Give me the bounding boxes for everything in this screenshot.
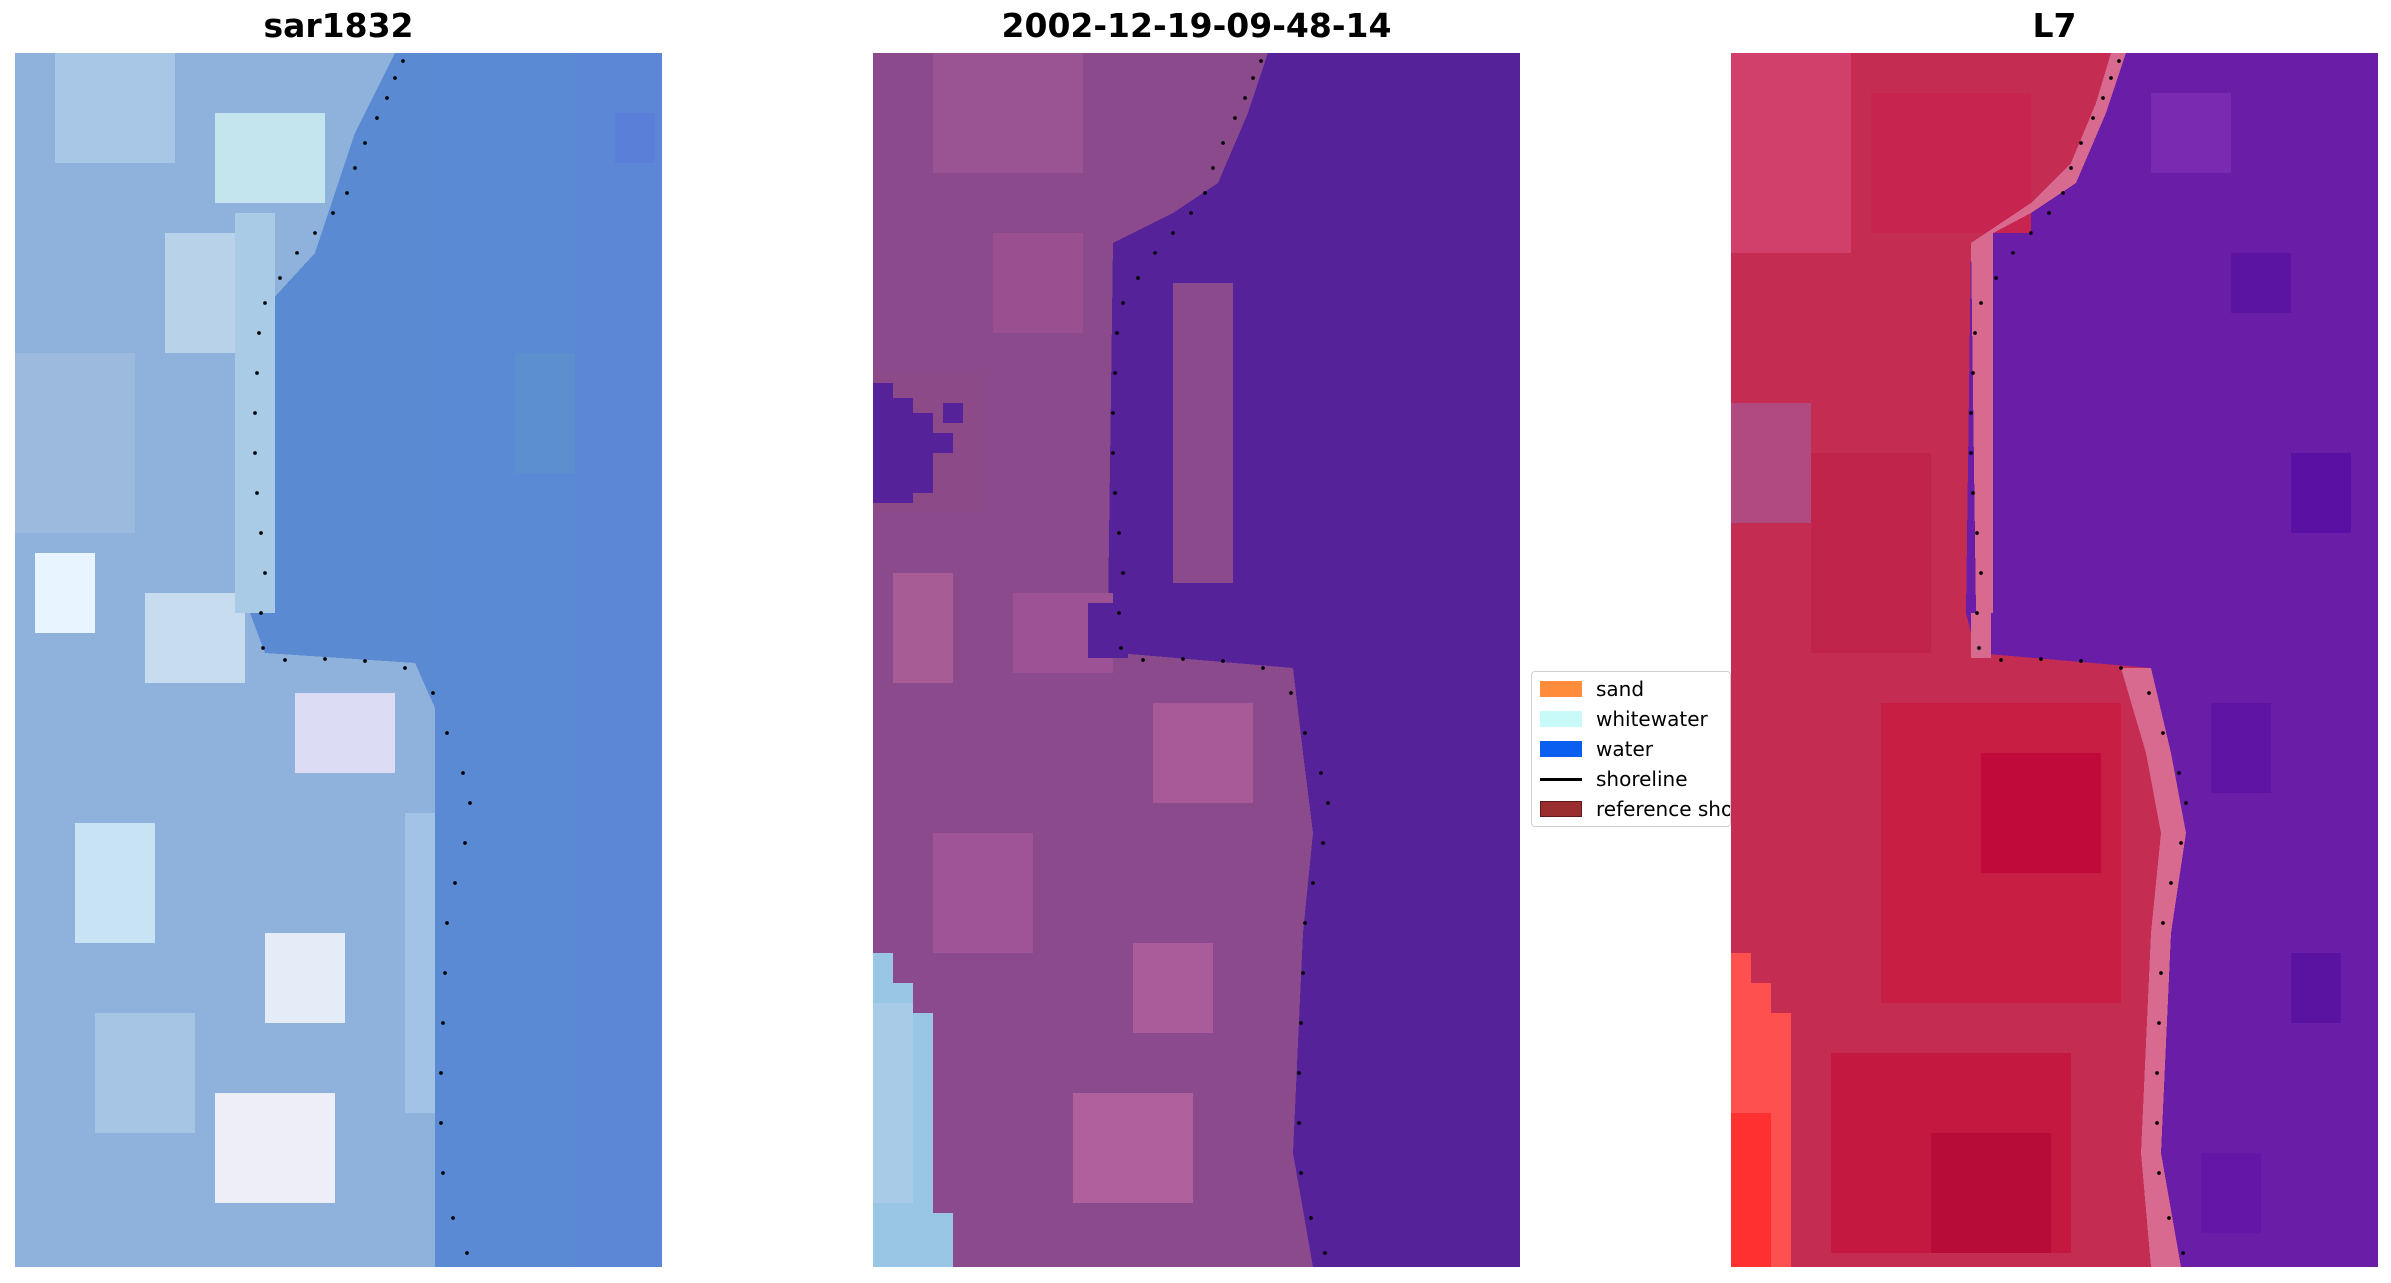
legend-swatch-reference-shoreline (1540, 801, 1582, 817)
panel-title-rgb: sar1832 (263, 6, 414, 45)
legend-swatch-whitewater (1540, 711, 1582, 727)
classified-image-panel (873, 53, 1520, 1267)
classified-image (873, 53, 1520, 1267)
legend-label-whitewater: whitewater (1596, 707, 1708, 731)
legend-item-whitewater: whitewater (1540, 706, 1708, 732)
legend-item-water: water (1540, 736, 1653, 762)
legend-item-shoreline: shoreline (1540, 766, 1688, 792)
rgb-image (15, 53, 662, 1267)
legend-swatch-water (1540, 741, 1582, 757)
legend-label-water: water (1596, 737, 1653, 761)
legend-label-reference-shoreline: reference shoreline (1596, 797, 1730, 821)
legend-label-shoreline: shoreline (1596, 767, 1688, 791)
legend-item-reference-shoreline: reference shoreline (1540, 796, 1730, 822)
panel-title-l7: L7 (2032, 6, 2077, 45)
legend-item-sand: sand (1540, 676, 1644, 702)
panel-title-classified: 2002-12-19-09-48-14 (1001, 6, 1392, 45)
legend-line-shoreline (1540, 777, 1582, 781)
rgb-image-panel (15, 53, 662, 1267)
l7-image-panel (1731, 53, 2378, 1267)
shoreline-classified (1111, 59, 1330, 1255)
legend-label-sand: sand (1596, 677, 1645, 701)
l7-image (1731, 53, 2378, 1267)
legend-swatch-sand (1540, 681, 1582, 697)
shoreline-rgb (253, 59, 472, 1255)
legend: sand whitewater water shoreline referenc… (1531, 671, 1731, 827)
shoreline-l7 (1969, 59, 2188, 1255)
